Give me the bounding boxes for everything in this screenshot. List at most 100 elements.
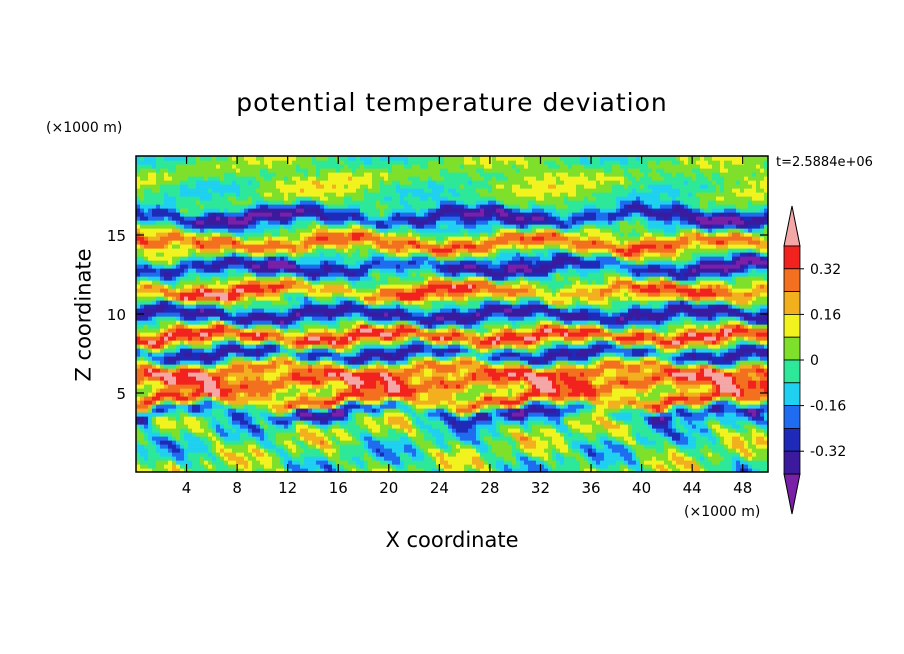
heatmap-cell	[156, 388, 161, 393]
heatmap-cell	[344, 412, 349, 417]
heatmap-cell	[268, 380, 273, 385]
heatmap-cell	[544, 408, 549, 413]
heatmap-cell	[592, 436, 597, 441]
heatmap-cell	[600, 460, 605, 465]
heatmap-cell	[760, 392, 765, 397]
heatmap-cell	[248, 356, 253, 361]
heatmap-cell	[460, 368, 465, 373]
heatmap-cell	[416, 348, 421, 353]
heatmap-cell	[244, 456, 249, 461]
heatmap-cell	[436, 368, 441, 373]
heatmap-cell	[240, 460, 245, 465]
heatmap-cell	[488, 444, 493, 449]
heatmap-cell	[164, 372, 169, 377]
heatmap-cell	[348, 380, 353, 385]
heatmap-cell	[340, 388, 345, 393]
heatmap-cell	[156, 448, 161, 453]
heatmap-cell	[708, 408, 713, 413]
heatmap-cell	[276, 348, 281, 353]
heatmap-cell	[748, 388, 753, 393]
heatmap-cell	[264, 344, 269, 349]
heatmap-cell	[524, 400, 529, 405]
heatmap-cell	[556, 384, 561, 389]
heatmap-cell	[272, 432, 277, 437]
heatmap-cell	[736, 444, 741, 449]
heatmap-cell	[312, 376, 317, 381]
heatmap-cell	[480, 448, 485, 453]
heatmap-cell	[280, 408, 285, 413]
heatmap-cell	[464, 460, 469, 465]
heatmap-cell	[256, 352, 261, 357]
heatmap-cell	[172, 436, 177, 441]
heatmap-cell	[148, 464, 153, 469]
heatmap-cell	[240, 364, 245, 369]
heatmap-cell	[716, 460, 721, 465]
heatmap-cell	[420, 436, 425, 441]
heatmap-cell	[740, 428, 745, 433]
heatmap-cell	[372, 388, 377, 393]
heatmap-cell	[524, 396, 529, 401]
heatmap-cell	[492, 376, 497, 381]
heatmap-cell	[392, 380, 397, 385]
heatmap-cell	[496, 412, 501, 417]
heatmap-cell	[164, 356, 169, 361]
heatmap-cell	[624, 436, 629, 441]
heatmap-cell	[404, 468, 409, 472]
heatmap-cell	[252, 400, 257, 405]
heatmap-cell	[600, 464, 605, 469]
heatmap-cell	[248, 352, 253, 357]
heatmap-cell	[748, 428, 753, 433]
heatmap-cell	[204, 412, 209, 417]
heatmap-cell	[336, 436, 341, 441]
heatmap-cell	[728, 468, 733, 472]
heatmap-cell	[216, 364, 221, 369]
heatmap-cell	[672, 444, 677, 449]
heatmap-cell	[444, 468, 449, 472]
heatmap-cell	[148, 424, 153, 429]
heatmap-cell	[740, 408, 745, 413]
heatmap-cell	[348, 372, 353, 377]
heatmap-cell	[688, 468, 693, 472]
heatmap-cell	[300, 400, 305, 405]
heatmap-cell	[708, 432, 713, 437]
heatmap-cell	[264, 460, 269, 465]
heatmap-cell	[572, 412, 577, 417]
heatmap-cell	[444, 456, 449, 461]
heatmap-cell	[696, 424, 701, 429]
heatmap-cell	[480, 440, 485, 445]
heatmap-cell	[416, 460, 421, 465]
heatmap-cell	[612, 396, 617, 401]
heatmap-cell	[164, 424, 169, 429]
heatmap-cell	[200, 352, 205, 357]
heatmap-cell	[700, 428, 705, 433]
heatmap-cell	[640, 460, 645, 465]
heatmap-cell	[212, 420, 217, 425]
heatmap-cell	[476, 388, 481, 393]
heatmap-cell	[636, 404, 641, 409]
heatmap-cell	[556, 396, 561, 401]
heatmap-cell	[552, 376, 557, 381]
heatmap-cell	[408, 384, 413, 389]
heatmap-cell	[600, 364, 605, 369]
heatmap-cell	[420, 392, 425, 397]
heatmap-cell	[744, 436, 749, 441]
heatmap-cell	[668, 376, 673, 381]
heatmap-cell	[528, 440, 533, 445]
heatmap-cell	[404, 380, 409, 385]
heatmap-cell	[256, 452, 261, 457]
heatmap-cell	[620, 364, 625, 369]
heatmap-cell	[260, 396, 265, 401]
heatmap-cell	[504, 392, 509, 397]
heatmap-cell	[144, 400, 149, 405]
heatmap-cell	[292, 396, 297, 401]
heatmap-cell	[600, 400, 605, 405]
heatmap-cell	[636, 400, 641, 405]
heatmap-cell	[372, 344, 377, 349]
heatmap-cell	[360, 380, 365, 385]
heatmap-cell	[736, 368, 741, 373]
heatmap-cell	[592, 444, 597, 449]
heatmap-cell	[280, 392, 285, 397]
heatmap-cell	[228, 344, 233, 349]
heatmap-cell	[424, 372, 429, 377]
heatmap-cell	[508, 424, 513, 429]
